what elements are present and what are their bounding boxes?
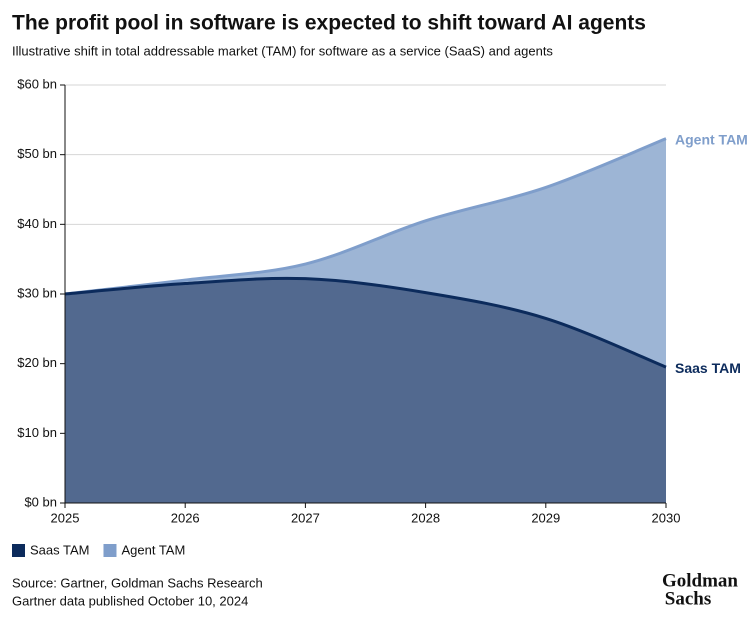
x-tick-label: 2029 bbox=[531, 510, 560, 525]
note: Gartner data published October 10, 2024 bbox=[12, 593, 248, 608]
y-tick-label: $10 bn bbox=[17, 425, 57, 440]
y-tick-label: $30 bn bbox=[17, 285, 57, 300]
series-label: Agent TAM bbox=[675, 131, 748, 147]
source: Source: Gartner, Goldman Sachs Research bbox=[12, 575, 263, 590]
x-tick-label: 2030 bbox=[652, 510, 681, 525]
y-tick-label: $40 bn bbox=[17, 216, 57, 231]
legend-label: Saas TAM bbox=[30, 542, 89, 557]
series-label: Saas TAM bbox=[675, 360, 741, 376]
legend-swatch bbox=[12, 544, 25, 557]
line bbox=[64, 276, 667, 369]
y-tick-label: $50 bn bbox=[17, 146, 57, 161]
logo: Goldman bbox=[662, 570, 738, 591]
x-tick-label: 2025 bbox=[51, 510, 80, 525]
legend-swatch bbox=[103, 544, 117, 557]
y-tick-label: $0 bn bbox=[24, 494, 57, 509]
chart-subtitle: Illustrative shift in total addressable … bbox=[12, 43, 553, 58]
y-tick-label: $60 bn bbox=[17, 76, 57, 91]
x-tick-label: 2027 bbox=[291, 510, 320, 525]
logo: Sachs bbox=[665, 588, 711, 609]
legend-label: Agent TAM bbox=[121, 542, 185, 557]
y-tick-label: $20 bn bbox=[17, 355, 57, 370]
x-tick-label: 2026 bbox=[171, 510, 200, 525]
x-tick-label: 2028 bbox=[411, 510, 440, 525]
line bbox=[64, 137, 667, 296]
chart-title: The profit pool in software is expected … bbox=[12, 12, 646, 35]
area bbox=[65, 278, 666, 503]
